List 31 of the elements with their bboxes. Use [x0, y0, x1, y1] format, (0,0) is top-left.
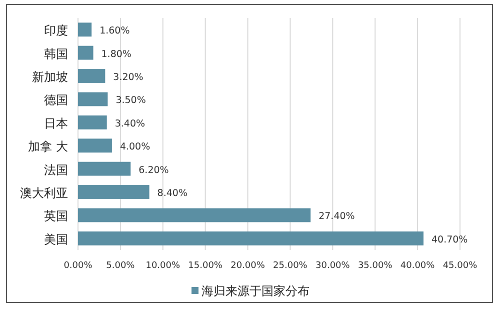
data-label: 3.20%: [113, 72, 144, 83]
x-tick-label: 0.00%: [64, 261, 93, 271]
x-tick-label: 40.00%: [400, 261, 436, 271]
x-tick-label: 15.00%: [188, 261, 223, 271]
data-label: 1.80%: [101, 48, 132, 60]
data-label: 1.60%: [100, 26, 130, 37]
x-tick-label: 25.00%: [273, 261, 308, 271]
y-tick-label: 韩国: [44, 46, 68, 61]
y-tick-label: 法国: [44, 162, 68, 177]
data-label: 6.20%: [138, 164, 169, 176]
y-tick-label: 印度: [44, 24, 68, 38]
x-tick-label: 30.00%: [316, 261, 350, 271]
y-tick-label: 加拿 大: [28, 140, 68, 154]
data-label: 4.00%: [120, 142, 150, 153]
legend-label: 海归来源于国家分布: [202, 284, 310, 298]
x-tick-label: 35.00%: [358, 261, 393, 271]
x-tick-label: 10.00%: [146, 261, 180, 271]
data-label: 40.70%: [432, 234, 468, 246]
x-tick-label: 20.00%: [230, 261, 266, 271]
y-tick-label: 澳大利亚: [20, 186, 68, 200]
data-label: 27.40%: [318, 211, 355, 222]
x-tick-label: 5.00%: [106, 261, 136, 271]
y-tick-label: 德国: [44, 93, 68, 108]
data-label: 3.40%: [114, 118, 146, 130]
data-label: 3.50%: [116, 95, 146, 106]
y-tick-label: 日本: [44, 116, 68, 130]
y-tick-label: 英国: [44, 209, 68, 224]
y-tick-label: 新加坡: [32, 70, 68, 84]
y-tick-label: 美国: [44, 232, 68, 246]
data-label: 8.40%: [157, 188, 188, 199]
x-tick-label: 45.00%: [442, 261, 478, 271]
